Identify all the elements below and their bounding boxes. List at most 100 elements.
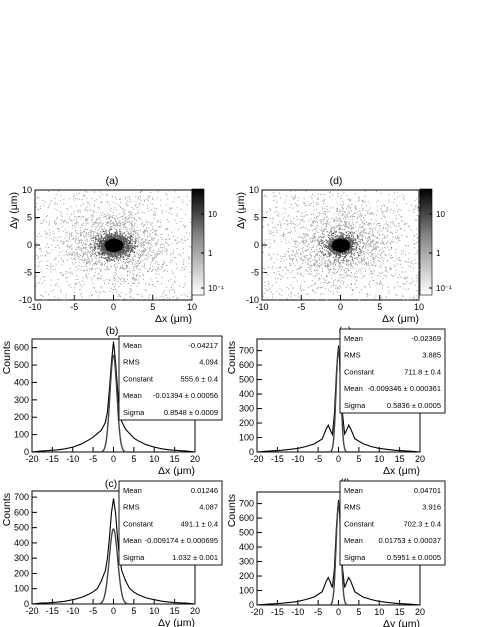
data-point <box>355 206 357 208</box>
data-point <box>70 254 72 256</box>
data-point <box>112 253 114 255</box>
data-point <box>176 263 178 265</box>
data-point <box>79 284 81 286</box>
data-point <box>106 235 108 237</box>
data-point <box>81 296 83 298</box>
data-point <box>114 249 116 251</box>
data-point <box>122 218 124 220</box>
data-point <box>135 235 137 237</box>
data-point <box>51 244 53 246</box>
data-point <box>118 242 120 244</box>
data-point <box>122 243 124 245</box>
data-point <box>151 237 153 239</box>
data-point <box>132 273 134 275</box>
data-point <box>297 255 299 257</box>
data-point <box>120 246 122 248</box>
panel-title: (d) <box>330 175 343 187</box>
data-point <box>101 286 103 288</box>
data-point <box>60 223 62 225</box>
data-point <box>64 237 66 239</box>
data-point <box>116 230 118 232</box>
data-point <box>116 224 118 226</box>
data-point <box>131 260 133 262</box>
data-point <box>126 254 128 256</box>
data-point <box>124 280 126 282</box>
data-point <box>169 209 171 211</box>
data-point <box>109 260 111 262</box>
data-point <box>166 286 168 288</box>
data-point <box>71 249 73 251</box>
data-point <box>112 248 114 250</box>
data-point <box>126 270 128 272</box>
data-point <box>101 264 103 266</box>
data-point <box>133 226 135 228</box>
data-point <box>120 216 122 218</box>
data-point <box>378 271 380 273</box>
data-point <box>130 216 132 218</box>
data-point <box>137 262 139 264</box>
data-point <box>122 238 124 240</box>
data-point <box>93 247 95 249</box>
data-point <box>73 236 75 238</box>
data-point <box>110 255 112 257</box>
data-point <box>117 224 119 226</box>
data-point <box>118 286 120 288</box>
data-point <box>303 233 305 235</box>
data-point <box>119 250 121 252</box>
data-point <box>127 261 129 263</box>
data-point <box>93 253 95 255</box>
data-point <box>107 258 109 260</box>
data-point <box>148 243 150 245</box>
data-point <box>75 235 77 237</box>
data-point <box>60 214 62 216</box>
data-point <box>154 253 156 255</box>
data-point <box>110 239 112 241</box>
data-point <box>127 275 129 277</box>
data-point <box>148 284 150 286</box>
data-point <box>67 240 69 242</box>
data-point <box>96 221 98 223</box>
data-point <box>93 245 95 247</box>
data-point <box>82 244 84 246</box>
data-point <box>104 252 106 254</box>
data-point <box>90 215 92 217</box>
data-point <box>76 251 78 253</box>
data-point <box>112 247 114 249</box>
data-point <box>161 252 163 254</box>
data-point <box>112 255 114 257</box>
data-point <box>149 246 151 248</box>
data-point <box>97 232 99 234</box>
data-point <box>75 222 77 224</box>
data-point <box>115 244 117 246</box>
data-point <box>174 290 176 292</box>
data-point <box>103 239 105 241</box>
data-point <box>123 242 125 244</box>
data-point <box>114 241 116 243</box>
data-point <box>172 250 174 252</box>
data-point <box>36 242 38 244</box>
data-point <box>109 259 111 261</box>
data-point <box>165 228 167 230</box>
data-point <box>119 222 121 224</box>
data-point <box>105 233 107 235</box>
data-point <box>116 258 118 260</box>
data-point <box>74 240 76 242</box>
data-point <box>132 236 134 238</box>
data-point <box>173 197 175 199</box>
y-tick-label: -10 <box>246 295 259 305</box>
data-point <box>182 252 184 254</box>
data-point <box>85 219 87 221</box>
data-point <box>80 216 82 218</box>
data-point <box>95 263 97 265</box>
data-point <box>127 196 129 198</box>
data-point <box>91 218 93 220</box>
data-point <box>287 224 289 226</box>
data-point <box>330 261 332 263</box>
data-point <box>118 244 120 246</box>
data-point <box>138 234 140 236</box>
data-point <box>60 235 62 237</box>
data-point <box>48 229 50 231</box>
data-point <box>89 244 91 246</box>
data-point <box>160 204 162 206</box>
data-point <box>157 280 159 282</box>
